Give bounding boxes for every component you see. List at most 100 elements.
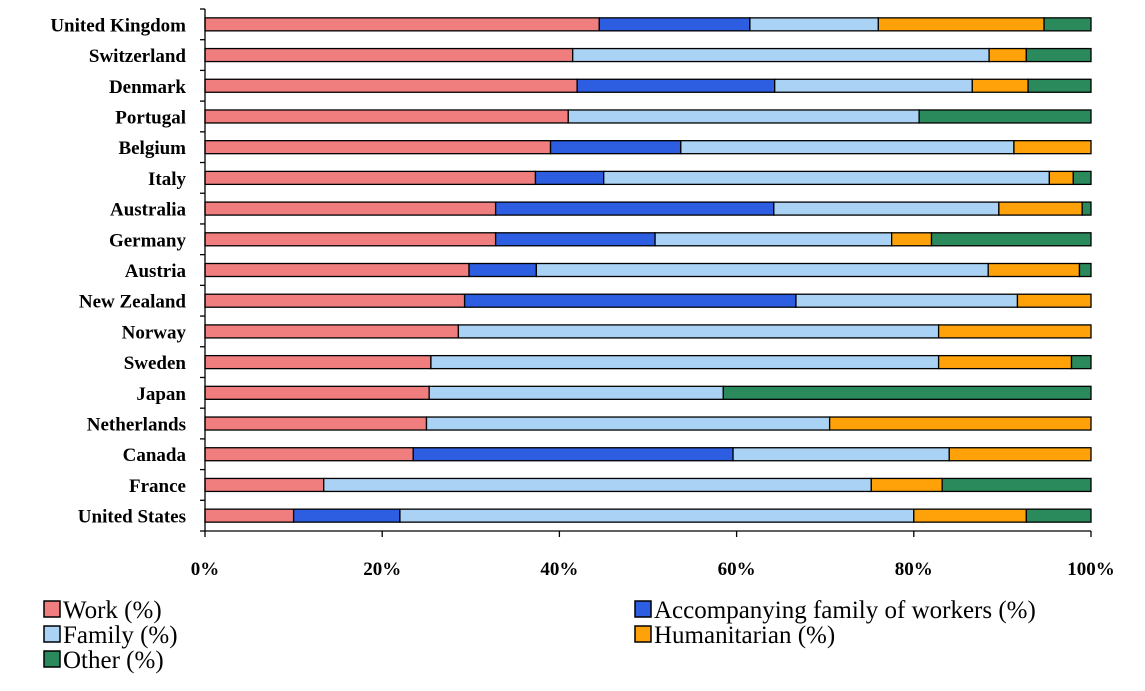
legend-swatch: [43, 625, 61, 643]
bar-segment: [204, 324, 460, 339]
bar-segment: [998, 201, 1083, 216]
bar-segment: [773, 201, 1000, 216]
bar-segment: [774, 78, 973, 93]
bar-segment: [204, 232, 497, 247]
bar-segment: [877, 17, 1045, 32]
category-label: Norway: [122, 322, 187, 343]
category-label: Sweden: [124, 353, 187, 374]
bar-segment: [549, 140, 682, 155]
bar-segment: [1081, 201, 1092, 216]
bar-segment: [1078, 262, 1092, 278]
category-label: United States: [78, 507, 186, 528]
x-tick-labels: 0% 20% 40% 60% 80% 100%: [191, 559, 1115, 580]
bar-segment: [204, 477, 325, 493]
bar-segment: [732, 447, 950, 462]
bar-segment: [870, 477, 943, 493]
legend-swatch: [43, 600, 61, 618]
bar-segment: [576, 78, 776, 93]
category-label: Switzerland: [89, 46, 187, 67]
bar-segment: [204, 416, 428, 431]
bar-segment: [323, 477, 872, 493]
legend-label: Other (%): [63, 647, 164, 674]
category-label: United Kingdom: [50, 15, 186, 36]
bar-segment: [913, 508, 1027, 523]
bar-segment: [425, 416, 831, 431]
category-label: Austria: [125, 261, 187, 282]
bar-segment: [1027, 78, 1092, 93]
legend-label: Work (%): [63, 597, 162, 624]
bar-segment: [535, 262, 989, 278]
bar-segment: [1013, 140, 1092, 155]
category-label: France: [129, 476, 186, 497]
bar-segment: [941, 477, 1092, 493]
bar-segment: [937, 324, 1092, 339]
bar-segment: [654, 232, 893, 247]
bar-segment: [204, 109, 569, 124]
bar-segment: [204, 140, 552, 155]
bar-segment: [749, 17, 880, 32]
bar-segment: [1043, 17, 1092, 32]
x-tick-label: 100%: [1067, 559, 1115, 580]
x-tick-label: 40%: [540, 559, 578, 580]
legend-label: Family (%): [63, 622, 178, 649]
bar-segment: [930, 232, 1092, 247]
bar-segment: [1072, 170, 1092, 186]
category-label: Italy: [148, 169, 187, 190]
bar-segment: [204, 385, 430, 400]
bar-segment: [722, 385, 1092, 400]
bar-segment: [204, 78, 578, 93]
bar-segment: [603, 170, 1051, 186]
bar-segment: [204, 354, 432, 370]
category-label: Australia: [110, 200, 187, 221]
category-label: Netherlands: [87, 415, 186, 436]
bar-segment: [204, 293, 466, 308]
bar-segment: [204, 201, 497, 216]
bar-segment: [891, 232, 933, 247]
bar-segment: [988, 47, 1027, 63]
bar-segment: [204, 508, 295, 523]
legend-label: Accompanying family of workers (%): [654, 597, 1036, 624]
category-label: Denmark: [109, 77, 186, 98]
bar-segment: [971, 78, 1029, 93]
bar-segment: [412, 447, 734, 462]
bars-group: [204, 17, 1092, 523]
bar-segment: [1070, 354, 1092, 370]
bar-segment: [468, 262, 538, 278]
bar-segment: [1025, 47, 1092, 63]
category-label: Belgium: [118, 138, 186, 159]
bar-segment: [204, 47, 574, 63]
category-label: Germany: [109, 230, 187, 251]
bar-segment: [948, 447, 1092, 462]
bar-segment: [292, 508, 401, 523]
bar-segment: [795, 293, 1019, 308]
bar-segment: [598, 17, 751, 32]
bar-segment: [457, 324, 940, 339]
category-label: New Zealand: [79, 292, 187, 313]
x-tick-label: 60%: [718, 559, 756, 580]
bar-segment: [204, 447, 414, 462]
x-tick-label: 0%: [191, 559, 220, 580]
legend-swatch: [634, 625, 652, 643]
category-label: Canada: [123, 445, 187, 466]
legend: Work (%) Accompanying family of workers (…: [43, 597, 1036, 674]
bar-segment: [494, 232, 656, 247]
bar-segment: [494, 201, 775, 216]
legend-label: Humanitarian (%): [654, 622, 835, 649]
bar-segment: [534, 170, 605, 186]
bar-segment: [204, 170, 537, 186]
bar-segment: [567, 109, 920, 124]
x-tick-label: 20%: [363, 559, 401, 580]
legend-swatch: [43, 650, 61, 668]
bar-segment: [204, 262, 470, 278]
bar-segment: [572, 47, 990, 63]
bar-segment: [1048, 170, 1074, 186]
bar-segment: [1025, 508, 1092, 523]
bar-segment: [987, 262, 1081, 278]
legend-swatch: [634, 600, 652, 618]
axes-group: [200, 8, 1092, 537]
bar-segment: [204, 17, 600, 32]
bar-segment: [918, 109, 1092, 124]
bar-segment: [399, 508, 915, 523]
x-tick-label: 80%: [895, 559, 933, 580]
